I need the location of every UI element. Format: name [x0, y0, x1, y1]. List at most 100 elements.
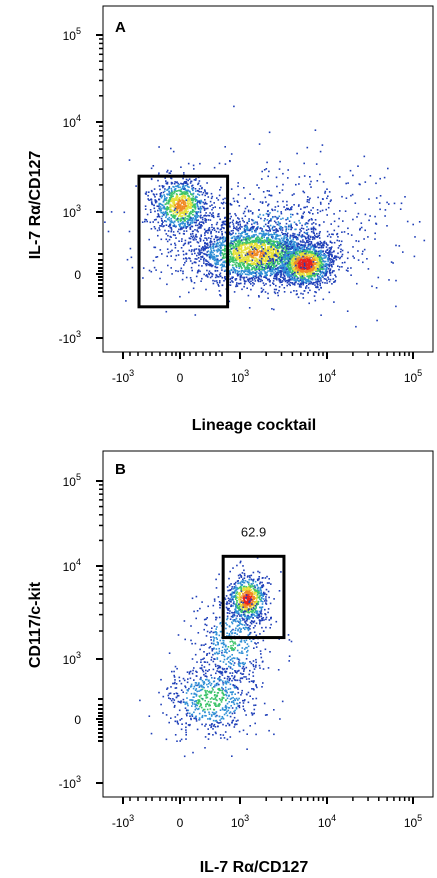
- event-dot: [263, 232, 265, 234]
- event-dot: [153, 188, 156, 190]
- event-dot: [160, 238, 163, 241]
- event-dot: [188, 216, 191, 218]
- event-dot: [216, 274, 218, 277]
- event-dot: [263, 242, 266, 244]
- event-dot: [302, 248, 304, 251]
- event-dot: [219, 252, 221, 255]
- event-dot: [298, 266, 300, 268]
- event-dot: [275, 275, 278, 278]
- event-dot: [235, 266, 238, 269]
- event-dot: [281, 284, 283, 286]
- event-dot: [269, 249, 272, 251]
- event-dot: [173, 190, 176, 193]
- event-dot: [302, 282, 304, 285]
- event-dot: [261, 262, 264, 264]
- event-dot: [212, 216, 215, 219]
- event-dot: [356, 216, 358, 218]
- event-dot: [261, 252, 264, 254]
- event-dot: [289, 284, 291, 287]
- event-dot: [175, 219, 178, 221]
- event-dot: [291, 240, 294, 243]
- event-dot: [276, 254, 278, 256]
- event-dot: [234, 243, 237, 245]
- event-dot: [261, 234, 264, 236]
- event-dot: [235, 220, 238, 223]
- event-dot: [290, 248, 292, 250]
- event-dot: [253, 241, 255, 243]
- event-dot: [181, 227, 183, 229]
- event-dot: [182, 198, 184, 200]
- event-dot: [260, 265, 262, 268]
- event-dot: [312, 283, 314, 285]
- event-dot: [296, 253, 299, 255]
- event-dot: [285, 222, 288, 225]
- event-dot: [287, 259, 290, 261]
- event-dot: [284, 258, 287, 261]
- event-dot: [218, 274, 221, 276]
- event-dot: [236, 236, 239, 238]
- event-dot: [275, 237, 277, 240]
- event-dot: [238, 243, 240, 246]
- event-dot: [277, 260, 279, 263]
- event-dot: [212, 282, 215, 285]
- event-dot: [188, 212, 191, 215]
- event-dot: [288, 255, 291, 258]
- event-dot: [232, 258, 234, 260]
- event-dot: [166, 283, 168, 286]
- event-dot: [162, 221, 164, 223]
- event-dot: [244, 207, 247, 210]
- event-dot: [283, 274, 286, 277]
- event-dot: [221, 234, 223, 236]
- event-dot: [184, 216, 186, 219]
- event-dot: [281, 256, 283, 259]
- event-dot: [299, 265, 302, 268]
- event-dot: [278, 258, 281, 261]
- event-dot: [156, 205, 159, 207]
- event-dot: [301, 241, 304, 243]
- event-dot: [211, 265, 213, 268]
- event-dot: [243, 243, 245, 245]
- event-dot: [280, 212, 283, 215]
- event-dot: [181, 199, 184, 201]
- event-dot: [243, 256, 246, 259]
- event-dot: [286, 272, 289, 274]
- event-dot: [305, 280, 308, 283]
- event-dot: [210, 213, 213, 216]
- event-dot: [291, 273, 294, 275]
- event-dot: [196, 216, 199, 218]
- event-dot: [235, 283, 238, 286]
- event-dot: [282, 266, 285, 268]
- event-dot: [286, 240, 289, 243]
- event-dot: [173, 214, 176, 217]
- event-dot: [281, 264, 284, 266]
- event-dot: [280, 254, 282, 257]
- event-dot: [256, 264, 258, 267]
- event-dot: [224, 270, 227, 272]
- event-dot: [232, 197, 235, 200]
- event-dot: [240, 250, 243, 252]
- event-dot: [395, 279, 397, 282]
- event-dot: [271, 244, 273, 246]
- event-dot: [231, 269, 233, 272]
- event-dot: [229, 203, 232, 206]
- event-dot: [274, 229, 276, 231]
- event-dot: [309, 197, 311, 200]
- event-dot: [220, 202, 223, 204]
- event-dot: [182, 177, 184, 180]
- event-dot: [302, 258, 304, 261]
- event-dot: [180, 166, 182, 168]
- event-dot: [279, 247, 281, 249]
- event-dot: [240, 259, 243, 261]
- event-dot: [272, 280, 275, 282]
- event-dot: [193, 282, 196, 284]
- event-dot: [321, 266, 323, 269]
- event-dot: [209, 240, 212, 242]
- event-dot: [152, 221, 154, 223]
- event-dot: [160, 209, 162, 211]
- event-dot: [177, 182, 179, 185]
- event-dot: [307, 237, 309, 239]
- event-dot: [316, 263, 318, 265]
- event-dot: [243, 210, 246, 213]
- event-dot: [273, 248, 276, 251]
- event-dot: [284, 259, 286, 261]
